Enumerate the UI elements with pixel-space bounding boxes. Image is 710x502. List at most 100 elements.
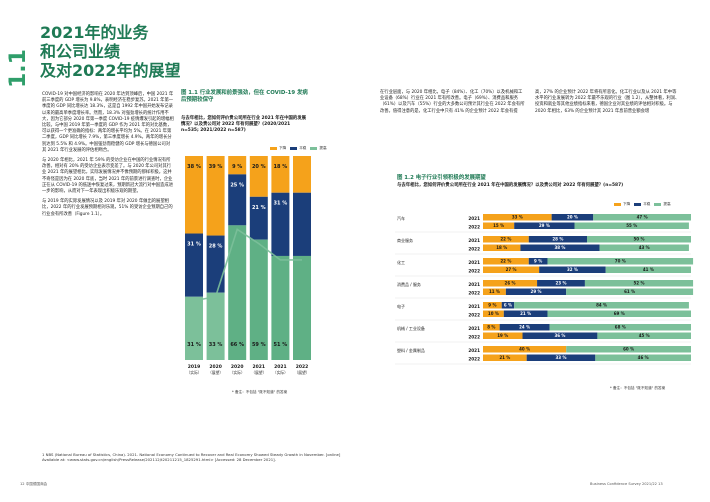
group-label: 塑料 / 金属制品: [397, 347, 425, 353]
bar-label: 10 %: [488, 311, 499, 316]
bar-label: 68 %: [615, 325, 626, 330]
bar-down: [483, 288, 506, 295]
body-column-3: 在行业层面，与 2020 年相比，电子（84%）、化工（70%）以及机械和工业设…: [380, 90, 680, 114]
group-label: 化工: [397, 259, 405, 265]
body-paragraph: 与 2019 年的实际发展情况以及 2019 年对 2020 年做出的展望相比，…: [42, 199, 173, 217]
bar-label: 33 %: [556, 355, 567, 360]
bar-flat: [520, 244, 600, 251]
trend-line: [193, 228, 302, 302]
footer-right: Business Confidence Survey 2021/22 13: [590, 482, 663, 486]
bar-flat: [539, 266, 606, 273]
bar-down: [293, 156, 311, 193]
footnote: 1 NBS (National Bureau of Statistics, Ch…: [42, 452, 341, 463]
bar-flat: [293, 192, 311, 256]
category-label: 2021: [274, 364, 287, 370]
bar-down: [483, 346, 567, 353]
footer-left: 12 中国德国商会: [20, 482, 48, 486]
bar-label: 46 %: [638, 355, 649, 360]
bar-flat: [528, 258, 548, 265]
group-label: 消费品 / 服务: [397, 281, 421, 287]
bar-flat: [499, 324, 550, 331]
bar-down: [483, 324, 500, 331]
bar-down: [483, 354, 527, 361]
bar-label: 45 %: [639, 333, 650, 338]
bar-up: [547, 258, 694, 265]
page-heading: 2021年的业务 和公司业绩 及对2022年的展望: [40, 23, 210, 80]
bar-label: 20 %: [567, 215, 578, 220]
bar-label: 40 %: [519, 347, 530, 352]
chart2-legend: 下降 平稳 提高: [614, 202, 671, 207]
bar-up: [547, 310, 691, 317]
chart1-note: * 备注：不包括 "既不知道" 的答案: [232, 390, 288, 394]
heading-line-3: 及对2022年的展望: [40, 61, 181, 80]
bar-up: [566, 346, 691, 353]
bar-label: 26 %: [505, 281, 516, 286]
row-year-label: 2022: [468, 224, 480, 229]
bar-up: [566, 288, 694, 295]
bar-up: [605, 266, 691, 273]
bar-up: [249, 239, 268, 360]
bar-label: 39 %: [209, 164, 223, 170]
bar-label: 19 %: [497, 333, 508, 338]
row-year-label: 2022: [468, 268, 480, 273]
chart1-stacked-bar: 38 %31 %31 %2019（实际）39 %28 %33 %2020（展望）…: [185, 156, 311, 375]
bar-label: 50 %: [634, 237, 645, 242]
bar-up: [595, 354, 691, 361]
row-year-label: 2022: [468, 290, 480, 295]
bar-up: [514, 302, 689, 309]
heading-line-1: 2021年的业务: [40, 23, 149, 42]
category-label: （展望）: [251, 370, 266, 375]
bar-flat: [271, 192, 290, 256]
bar-up: [271, 255, 290, 360]
bar-up: [597, 332, 691, 339]
bar-label: 38 %: [187, 164, 201, 170]
bar-label: 9 %: [232, 164, 242, 170]
category-label: 2020: [231, 364, 244, 370]
chart1-title: 图 1.1 行业发展和前景强劲，但在 COVID-19 发病后预期较保守: [181, 90, 308, 103]
row-year-label: 2022: [468, 246, 480, 251]
bar-label: 59 %: [252, 342, 266, 348]
bar-flat: [526, 354, 596, 361]
bar-label: 84 %: [596, 303, 607, 308]
bar-label: 33 %: [512, 215, 523, 220]
bar-label: 11 %: [489, 289, 500, 294]
bar-flat: [528, 236, 587, 243]
row-year-label: 2022: [468, 312, 480, 317]
bar-down: [249, 156, 268, 197]
row-year-label: 2021: [468, 238, 480, 243]
bar-flat: [503, 310, 548, 317]
heading-line-2: 和公司业绩: [40, 42, 121, 61]
bar-label: 9 %: [534, 259, 542, 264]
bar-down: [483, 280, 538, 287]
body-paragraph: 与 2020 年相比，2021 年 59% 的受访企业在中国的行业情况有所改善。…: [42, 158, 173, 195]
category-label: 2019: [188, 364, 201, 370]
bar-label: 47 %: [637, 215, 648, 220]
group-label: 机械 / 工业设备: [397, 325, 425, 331]
bar-label: 60 %: [623, 347, 634, 352]
section-number: 1.1: [6, 49, 31, 88]
chart1-subtitle: 与去年相比，您如何评价贵公司所在行业 2021 年在中国的发展情况？以及贵公司对…: [181, 116, 307, 133]
bar-flat: [551, 214, 594, 221]
bar-flat: [505, 288, 567, 295]
bar-down: [483, 236, 529, 243]
group-label: 电子: [397, 303, 405, 309]
bar-label: 21 %: [499, 355, 510, 360]
bar-label: 21 %: [520, 311, 531, 316]
category-label: 2021: [253, 364, 266, 370]
legend-item-flat: 平稳: [290, 146, 306, 151]
bar-label: 29 %: [539, 223, 550, 228]
bar-flat: [501, 302, 515, 309]
bar-label: 38 %: [554, 245, 565, 250]
bar-label: 18 %: [274, 164, 288, 170]
legend-item-up: 提高: [310, 146, 327, 151]
bar-up: [593, 214, 691, 221]
row-year-label: 2021: [468, 260, 480, 265]
bar-up: [584, 280, 694, 287]
bar-label: 43 %: [639, 245, 650, 250]
bar-label: 52 %: [634, 281, 645, 286]
bar-up: [574, 222, 689, 229]
chart2-subtitle: 与去年相比，您如何评价贵公司所在行业 2021 年在中国的发展情况？以及贵公司对…: [397, 183, 624, 188]
category-label: （实际）: [186, 370, 201, 375]
bar-label: 25 %: [230, 182, 244, 188]
bar-label: 69 %: [614, 311, 625, 316]
